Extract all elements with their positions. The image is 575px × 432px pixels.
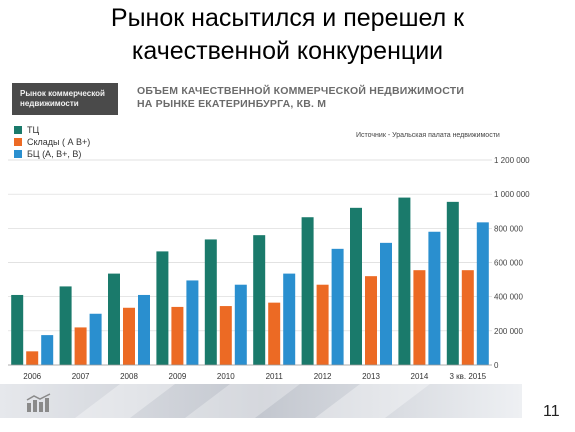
bar-office	[283, 273, 296, 365]
category-badge: Рынок коммерческой недвижимости	[12, 83, 118, 115]
legend-item-office: БЦ (А, В+, В)	[14, 148, 90, 160]
y-tick-label: 200 000	[494, 327, 523, 336]
x-tick-label: 2011	[266, 372, 284, 381]
y-tick-label: 800 000	[494, 224, 523, 233]
bar-chart-icon	[26, 393, 51, 412]
bar-office	[476, 222, 489, 365]
bar-office	[41, 335, 54, 365]
bar-tc	[398, 197, 411, 365]
slide-title: Рынок насытился и перешел к качественной…	[0, 2, 575, 68]
x-tick-label: 2013	[362, 372, 380, 381]
legend-label-tc: ТЦ	[27, 125, 40, 135]
x-tick-label: 2010	[217, 372, 235, 381]
slide-title-line1: Рынок насытился и перешел к	[110, 4, 465, 32]
y-tick-label: 1 200 000	[494, 156, 530, 165]
bar-warehouse	[461, 270, 474, 365]
badge-line1: Рынок коммерческой	[20, 89, 105, 98]
x-tick-label: 2006	[23, 372, 41, 381]
bar-tc	[11, 294, 24, 365]
bar-warehouse	[365, 276, 377, 365]
y-tick-label: 600 000	[494, 259, 523, 268]
x-tick-label: 2012	[314, 372, 332, 381]
bar-warehouse	[123, 307, 135, 365]
bar-office	[428, 231, 441, 365]
badge-line2: недвижимости	[20, 99, 79, 108]
legend-label-warehouse: Склады ( А В+)	[27, 137, 91, 147]
bar-office	[138, 294, 150, 365]
bar-warehouse	[268, 302, 281, 365]
bar-warehouse	[74, 327, 87, 365]
x-tick-label: 2008	[120, 372, 138, 381]
legend-item-tc: ТЦ	[14, 124, 90, 136]
legend-item-warehouse: Склады ( А В+)	[14, 136, 90, 148]
bar-tc	[204, 239, 217, 365]
x-tick-label: 2007	[72, 372, 90, 381]
bar-warehouse	[219, 306, 232, 365]
bar-warehouse	[413, 270, 426, 365]
chart-legend: ТЦ Склады ( А В+) БЦ (А, В+, В)	[14, 124, 90, 160]
bar-tc	[156, 251, 169, 365]
bar-office	[89, 313, 102, 365]
bar-office	[186, 280, 199, 365]
bar-warehouse	[26, 351, 39, 365]
bar-warehouse	[171, 306, 184, 365]
bar-office	[331, 248, 344, 365]
chart-title-line2: НА РЫНКЕ ЕКАТЕРИНБУРГА, КВ. М	[137, 98, 327, 110]
bar-tc	[301, 217, 314, 365]
bar-tc	[108, 273, 120, 365]
bar-tc	[446, 201, 459, 365]
legend-label-office: БЦ (А, В+, В)	[27, 149, 82, 159]
legend-swatch-tc	[14, 126, 22, 134]
y-tick-label: 0	[494, 361, 499, 370]
bar-tc	[253, 235, 266, 365]
footer-band	[0, 384, 522, 418]
slide-title-line2: качественной конкуренции	[131, 37, 444, 65]
y-tick-label: 1 000 000	[494, 190, 530, 199]
chart-title-line1: ОБЪЕМ КАЧЕСТВЕННОЙ КОММЕРЧЕСКОЙ НЕДВИЖИМ…	[137, 85, 465, 97]
x-tick-label: 2009	[169, 372, 187, 381]
x-tick-label: 2014	[411, 372, 429, 381]
bar-warehouse	[316, 284, 329, 365]
x-tick-label: 3 кв. 2015	[449, 372, 486, 381]
legend-swatch-office	[14, 150, 22, 158]
bar-office	[380, 242, 392, 365]
source-note: Источник - Уральская палата недвижимости	[356, 132, 500, 139]
bar-chart: 0 200 000 400 000 600 000 800 000 1 000 000 1 …	[8, 156, 530, 381]
slide-number: 11	[543, 403, 560, 420]
legend-swatch-warehouse	[14, 138, 22, 146]
bar-tc	[350, 207, 362, 365]
chart-title: ОБЪЕМ КАЧЕСТВЕННОЙ КОММЕРЧЕСКОЙ НЕДВИЖИМ…	[137, 85, 517, 111]
bar-tc	[59, 286, 72, 365]
bar-office	[234, 284, 247, 365]
y-tick-label: 400 000	[494, 293, 523, 302]
